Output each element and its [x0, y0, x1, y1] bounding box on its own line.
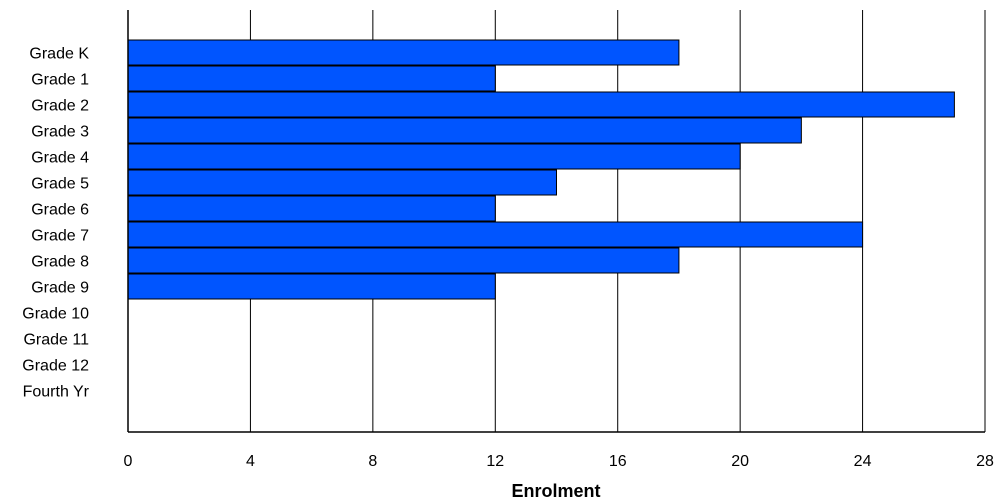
x-tick-label: 4 [246, 453, 255, 470]
x-tick-label: 12 [486, 453, 504, 470]
bar [127, 65, 496, 92]
x-tick-label: 24 [854, 453, 872, 470]
y-tick-label: Grade 3 [31, 124, 89, 141]
x-tick-label: 28 [976, 453, 994, 470]
bar [127, 273, 496, 300]
y-tick-label: Grade 10 [22, 306, 89, 323]
y-tick-labels: Grade K Grade 1 Grade 2 Grade 3 Grade 4 Grade… [22, 46, 89, 401]
y-tick-label: Grade 1 [31, 72, 89, 89]
y-tick-label: Grade 11 [23, 332, 89, 349]
y-tick-label: Fourth Yr [23, 384, 90, 401]
y-tick-label: Grade 9 [31, 280, 89, 297]
x-tick-label: 20 [731, 453, 749, 470]
x-tick-label: 0 [124, 453, 133, 470]
y-tick-label: Grade 4 [31, 150, 89, 167]
bar [127, 91, 955, 118]
axes [127, 10, 985, 433]
bar [127, 143, 741, 170]
bar [127, 169, 557, 196]
y-tick-label: Grade 8 [31, 254, 89, 271]
bars [127, 39, 955, 300]
y-tick-label: Grade 7 [31, 228, 89, 245]
y-tick-label: Grade 6 [31, 202, 89, 219]
bar [127, 221, 864, 248]
y-tick-label: Grade 2 [31, 98, 89, 115]
x-tick-label: 8 [368, 453, 377, 470]
bar [127, 117, 802, 144]
x-tick-labels: 0 4 8 12 16 20 24 28 [124, 453, 994, 470]
x-tick-label: 16 [609, 453, 627, 470]
bar [127, 247, 680, 274]
y-tick-label: Grade K [29, 46, 89, 63]
bar [127, 39, 680, 66]
y-tick-label: Grade 12 [22, 358, 89, 375]
x-axis-title: Enrolment [511, 481, 600, 501]
y-tick-label: Grade 5 [31, 176, 89, 193]
bar [127, 195, 496, 222]
